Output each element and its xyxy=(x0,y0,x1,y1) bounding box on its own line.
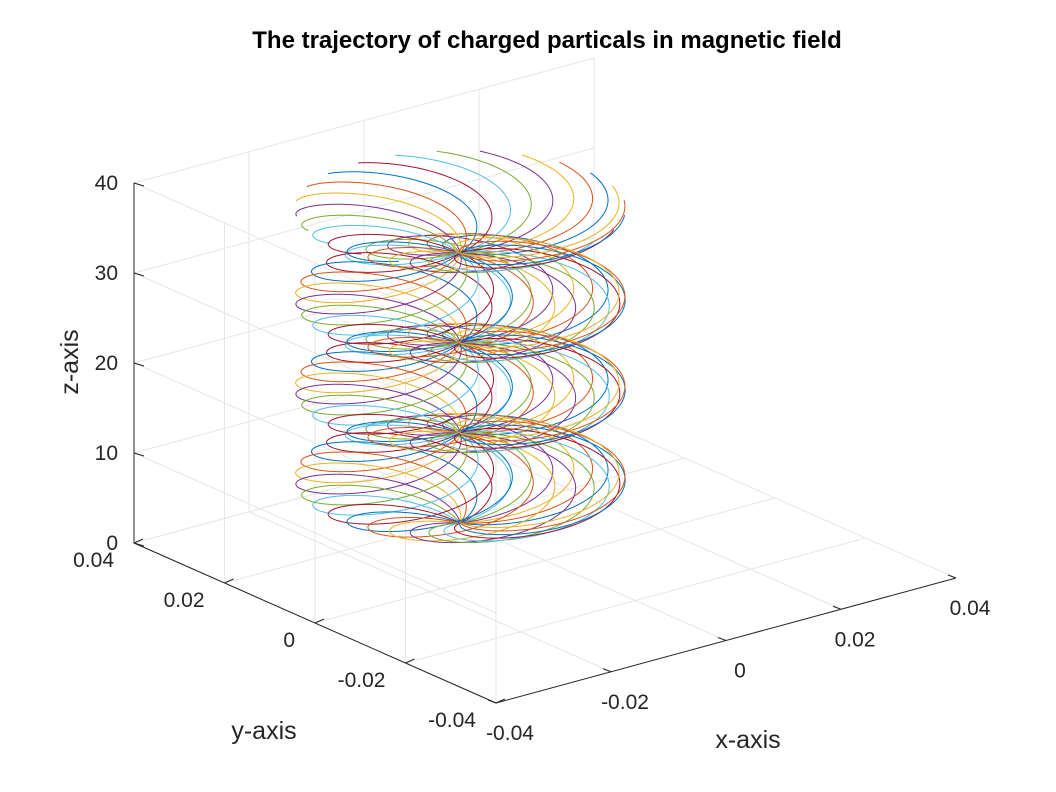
grid-line-backwall-z xyxy=(133,237,595,364)
grid-line-floor-y xyxy=(314,497,776,624)
y-tick-label: 0.04 xyxy=(73,549,114,572)
grid-line-backwall-z xyxy=(133,417,595,544)
y-axis-label: y-axis xyxy=(231,717,296,745)
z-axis-label: z-axis xyxy=(56,329,84,394)
z-tick-label: 30 xyxy=(95,262,118,285)
y-tick-mark xyxy=(495,698,506,704)
grid-line-backwall-z xyxy=(133,327,595,454)
x-tick-mark xyxy=(832,605,842,610)
trajectory-6 xyxy=(344,154,511,524)
y-tick-mark xyxy=(224,578,234,584)
trajectory-11 xyxy=(295,203,462,524)
trajectory-18 xyxy=(409,252,577,544)
grid-lines xyxy=(133,57,957,704)
z-tick-label: 20 xyxy=(95,352,118,375)
x-tick-mark xyxy=(487,699,497,704)
x-tick-mark xyxy=(947,574,957,579)
z-tick-mark xyxy=(133,182,145,187)
z-tick-mark xyxy=(133,452,145,457)
z-tick-label: 40 xyxy=(95,172,118,195)
grid-line-sidewall-z xyxy=(133,362,497,524)
chart-title: The trajectory of charged particals in m… xyxy=(252,27,842,54)
grid-line-backwall-z xyxy=(133,147,595,274)
x-tick-label: -0.04 xyxy=(486,722,534,745)
trajectory-24 xyxy=(453,185,620,528)
trajectory-8 xyxy=(310,171,478,524)
trajectory-13 xyxy=(312,224,479,524)
trajectory-5 xyxy=(365,150,532,524)
z-tick-mark xyxy=(133,542,145,547)
trajectory-series-group xyxy=(295,150,626,544)
y-tick-label: 0.02 xyxy=(164,589,205,612)
tick-labels: -0.04-0.0200.020.04-0.04-0.0200.020.0401… xyxy=(73,172,991,745)
z-tick-label: 10 xyxy=(95,442,118,465)
y-tick-label: -0.02 xyxy=(338,669,386,692)
grid-line-backwall-z xyxy=(133,57,595,184)
trajectory-16 xyxy=(367,246,534,538)
trajectory-20 xyxy=(443,242,610,542)
trajectory-23 xyxy=(459,200,626,532)
y-tick-label: 0 xyxy=(283,629,295,652)
x-tick-label: 0.04 xyxy=(950,597,991,620)
trajectory-17 xyxy=(388,250,556,542)
y-tick-mark xyxy=(133,538,144,544)
trajectory-19 xyxy=(428,252,595,544)
z-tick-mark xyxy=(133,362,145,367)
grid-line-sidewall-z xyxy=(133,272,497,434)
x-tick-mark xyxy=(602,668,612,673)
grid-line-floor-y xyxy=(405,537,866,664)
y-tick-label: -0.04 xyxy=(428,709,476,732)
trajectory-12 xyxy=(301,214,468,524)
x-tick-label: 0 xyxy=(734,660,746,683)
axes xyxy=(133,182,957,704)
x-tick-label: 0.02 xyxy=(835,628,876,651)
grid-line-sidewall-z xyxy=(133,182,497,344)
grid-line-sidewall-z xyxy=(133,452,497,614)
y-tick-mark xyxy=(405,658,415,664)
trajectory-9 xyxy=(300,181,467,524)
y-tick-mark xyxy=(314,618,325,624)
x-axis-label: x-axis xyxy=(715,726,780,754)
z-tick-label: 0 xyxy=(106,532,118,555)
z-tick-mark xyxy=(133,272,145,277)
x-tick-mark xyxy=(717,637,727,641)
x-tick-label: -0.02 xyxy=(601,691,649,714)
